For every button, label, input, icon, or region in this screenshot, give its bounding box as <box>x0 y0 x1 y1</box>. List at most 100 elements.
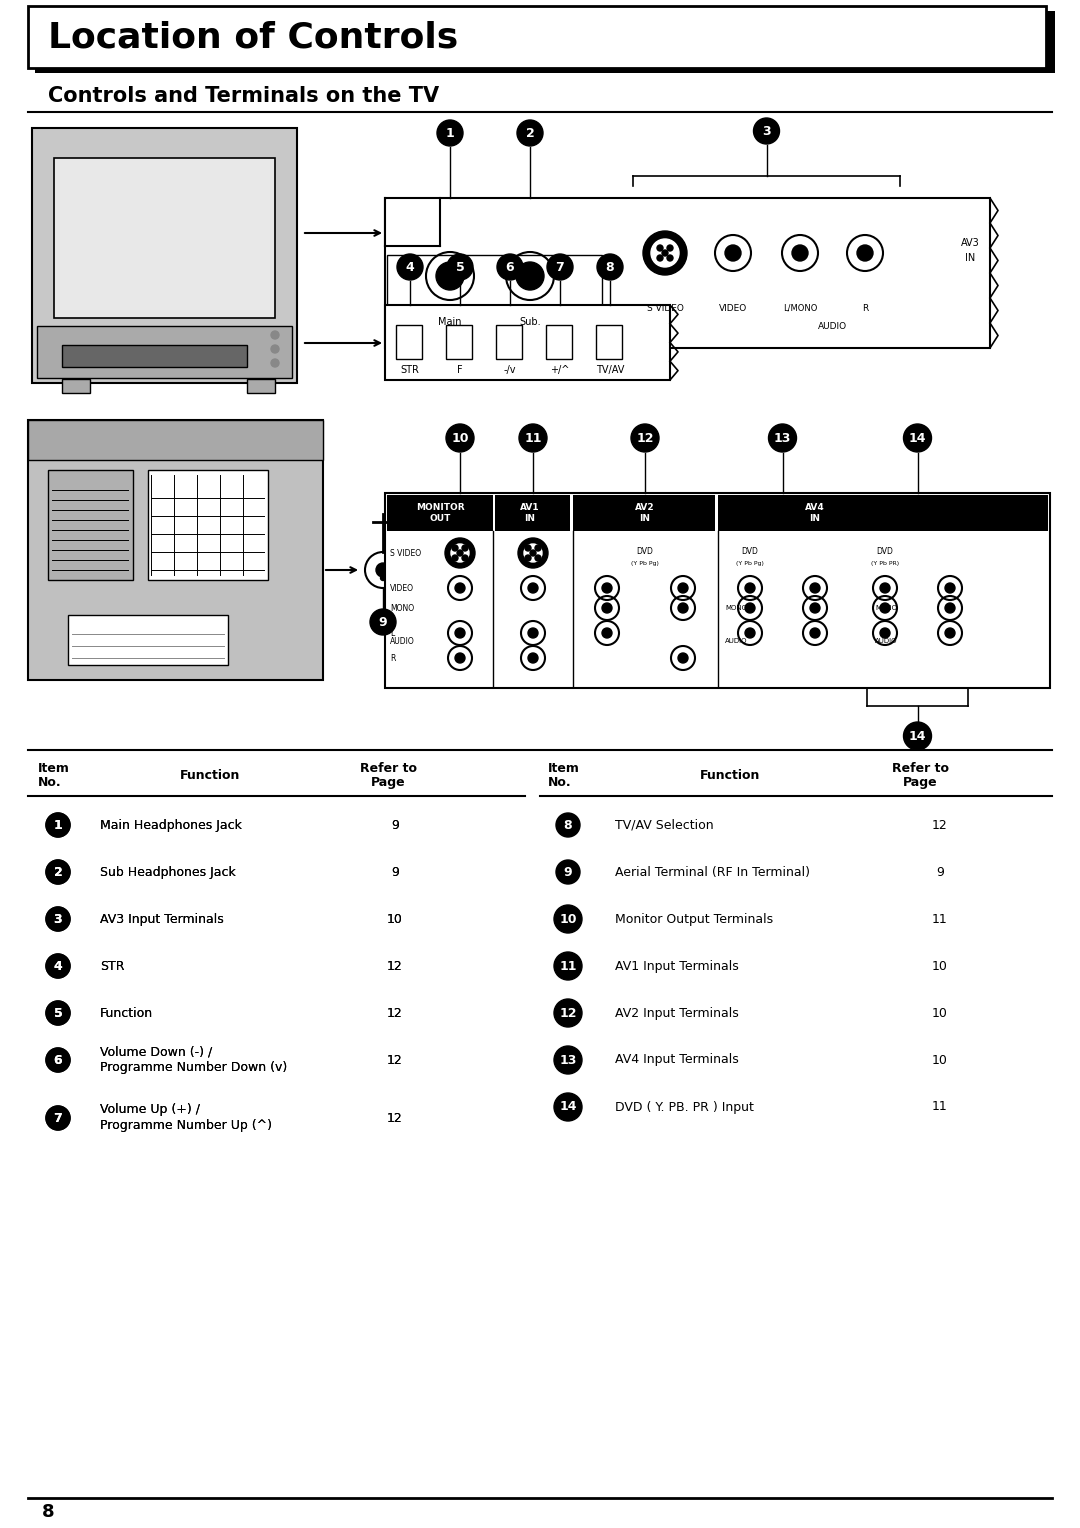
Text: 2: 2 <box>54 865 63 879</box>
Text: 14: 14 <box>908 729 927 743</box>
Text: 12: 12 <box>559 1007 577 1019</box>
Text: Page: Page <box>903 776 937 788</box>
Circle shape <box>457 550 463 556</box>
Text: +/^: +/^ <box>551 365 569 374</box>
Text: 7: 7 <box>54 1111 63 1125</box>
Circle shape <box>945 628 955 639</box>
Circle shape <box>904 423 931 452</box>
Text: Refer to: Refer to <box>891 761 948 775</box>
Circle shape <box>667 244 673 251</box>
Text: Sub Headphones Jack: Sub Headphones Jack <box>100 865 235 879</box>
Text: MONITOR
OUT: MONITOR OUT <box>416 503 464 523</box>
Circle shape <box>810 584 820 593</box>
Text: 14: 14 <box>908 431 927 445</box>
Text: 9: 9 <box>391 819 399 831</box>
Text: 13: 13 <box>559 1053 577 1067</box>
FancyBboxPatch shape <box>384 494 1050 688</box>
Circle shape <box>46 1001 70 1025</box>
Circle shape <box>678 652 688 663</box>
FancyBboxPatch shape <box>54 157 275 318</box>
FancyBboxPatch shape <box>384 199 990 348</box>
Text: (Y Pb PR): (Y Pb PR) <box>870 561 899 565</box>
Text: Refer to: Refer to <box>360 761 417 775</box>
Text: (Y Pb Pg): (Y Pb Pg) <box>737 561 764 565</box>
Text: AV2
IN: AV2 IN <box>635 503 654 523</box>
Circle shape <box>46 908 70 931</box>
Circle shape <box>271 359 279 367</box>
Text: S VIDEO: S VIDEO <box>647 304 684 313</box>
Text: Function: Function <box>179 769 240 781</box>
Circle shape <box>602 604 612 613</box>
Text: 14: 14 <box>559 1100 577 1114</box>
Circle shape <box>525 545 531 552</box>
Text: L: L <box>390 628 394 637</box>
Circle shape <box>880 628 890 639</box>
Text: AV3 Input Terminals: AV3 Input Terminals <box>100 912 224 926</box>
FancyBboxPatch shape <box>496 325 522 359</box>
Circle shape <box>376 562 390 578</box>
Text: Controls and Terminals on the TV: Controls and Terminals on the TV <box>48 86 440 105</box>
Text: Programme Number Up (^): Programme Number Up (^) <box>100 1120 272 1132</box>
Circle shape <box>530 550 536 556</box>
Circle shape <box>792 244 808 261</box>
Text: 12: 12 <box>387 1007 403 1019</box>
Text: S VIDEO: S VIDEO <box>390 549 421 558</box>
Circle shape <box>528 652 538 663</box>
FancyBboxPatch shape <box>546 325 572 359</box>
Text: Page: Page <box>370 776 405 788</box>
Text: 4: 4 <box>54 960 63 972</box>
Circle shape <box>945 584 955 593</box>
FancyBboxPatch shape <box>28 6 1047 69</box>
Text: 2: 2 <box>54 865 63 879</box>
Text: L/MONO: L/MONO <box>783 304 818 313</box>
Circle shape <box>662 251 669 257</box>
Text: 3: 3 <box>762 124 771 138</box>
Text: Sub Headphones Jack: Sub Headphones Jack <box>100 865 235 879</box>
Circle shape <box>453 545 458 552</box>
Text: MONO: MONO <box>390 604 414 613</box>
Circle shape <box>678 584 688 593</box>
Text: DVD: DVD <box>877 547 893 556</box>
FancyBboxPatch shape <box>396 325 422 359</box>
Circle shape <box>370 610 396 636</box>
Circle shape <box>519 423 546 452</box>
Circle shape <box>46 1048 70 1073</box>
Circle shape <box>524 544 542 562</box>
Circle shape <box>46 1106 70 1131</box>
Circle shape <box>497 254 523 280</box>
Circle shape <box>858 244 873 261</box>
Text: 1: 1 <box>446 127 455 139</box>
Circle shape <box>437 121 463 147</box>
FancyBboxPatch shape <box>37 325 292 377</box>
Text: 12: 12 <box>387 1111 403 1125</box>
Text: TV/AV: TV/AV <box>596 365 624 374</box>
Circle shape <box>46 860 70 885</box>
Text: AV3: AV3 <box>960 238 980 248</box>
Text: 12: 12 <box>636 431 653 445</box>
FancyBboxPatch shape <box>384 200 440 246</box>
Text: STR: STR <box>100 960 124 972</box>
Text: VIDEO: VIDEO <box>390 584 414 593</box>
FancyBboxPatch shape <box>596 325 622 359</box>
Circle shape <box>880 604 890 613</box>
Text: Location of Controls: Location of Controls <box>48 20 458 53</box>
Circle shape <box>678 604 688 613</box>
Circle shape <box>455 584 465 593</box>
FancyBboxPatch shape <box>148 471 268 581</box>
Circle shape <box>597 254 623 280</box>
Circle shape <box>602 584 612 593</box>
Text: Volume Down (-) /: Volume Down (-) / <box>100 1045 213 1059</box>
Circle shape <box>397 254 423 280</box>
Text: 7: 7 <box>555 260 565 274</box>
Circle shape <box>46 1048 70 1073</box>
Circle shape <box>46 813 70 837</box>
Text: VIDEO: VIDEO <box>719 304 747 313</box>
Text: Programme Number Down (v): Programme Number Down (v) <box>100 1062 287 1074</box>
Text: STR: STR <box>100 960 124 972</box>
Text: AV4 Input Terminals: AV4 Input Terminals <box>615 1053 739 1067</box>
Text: (Y Pb Pg): (Y Pb Pg) <box>631 561 659 565</box>
Circle shape <box>528 584 538 593</box>
Circle shape <box>436 261 464 290</box>
Circle shape <box>725 244 741 261</box>
Circle shape <box>554 905 582 934</box>
